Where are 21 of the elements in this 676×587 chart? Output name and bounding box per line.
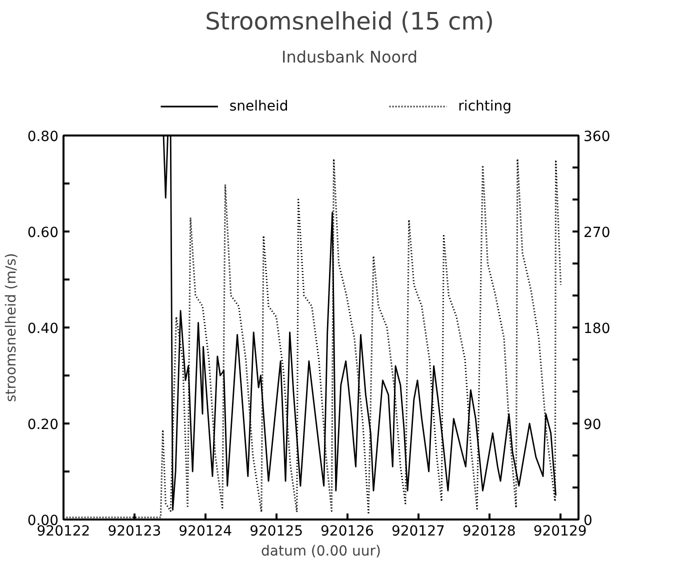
- legend-label: snelheid: [229, 98, 288, 115]
- y2-tick-label: 90: [584, 417, 602, 433]
- x-tick-label: 920126: [320, 524, 374, 540]
- x-tick-label: 920129: [533, 524, 587, 540]
- y-tick-label: 0.20: [27, 417, 58, 433]
- y2-tick-label: 180: [584, 321, 610, 337]
- x-tick-label: 920125: [250, 524, 304, 540]
- y-tick-label: 0.60: [27, 225, 58, 241]
- chart-subtitle: Indusbank Noord: [282, 48, 418, 66]
- chart-title: Stroomsnelheid (15 cm): [205, 8, 494, 36]
- x-tick-label: 920127: [391, 524, 445, 540]
- x-tick-label: 920128: [462, 524, 516, 540]
- x-axis-title: datum (0.00 uur): [261, 544, 381, 560]
- y2-tick-label: 270: [584, 225, 610, 241]
- y-tick-label: 0.80: [27, 129, 58, 145]
- y2-tick-label: 360: [584, 129, 610, 145]
- y-axis-title: stroomsnelheid (m/s): [3, 253, 20, 402]
- x-tick-label: 920123: [108, 524, 162, 540]
- y-tick-label: 0.40: [27, 321, 58, 337]
- x-tick-label: 920124: [178, 524, 232, 540]
- legend-label: richting: [458, 98, 512, 115]
